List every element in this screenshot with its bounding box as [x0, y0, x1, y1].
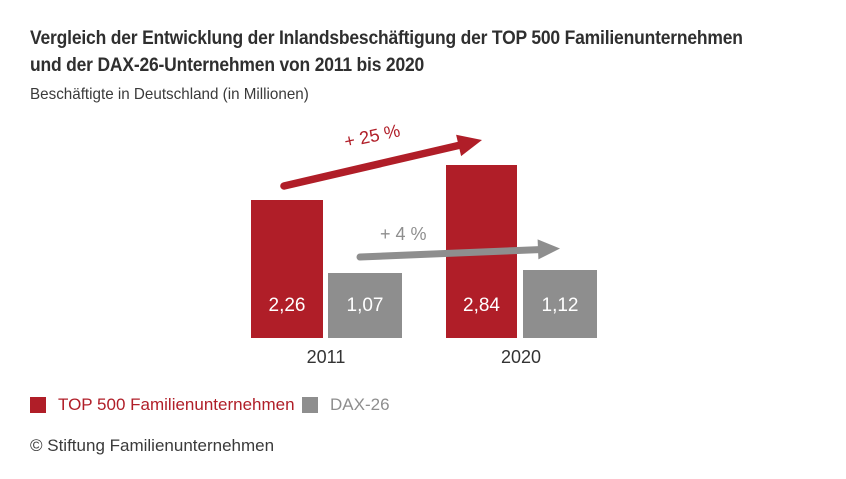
bar-dax26-2020: 1,12 [523, 269, 597, 338]
legend-item-top500: TOP 500 Familienunternehmen [30, 395, 295, 414]
growth-label-top500: + 25 % [342, 120, 402, 152]
legend-swatch-dax26-icon [302, 397, 318, 413]
legend-label-top500: TOP 500 Familienunternehmen [58, 395, 295, 414]
bar-top500-2011: 2,26 [251, 200, 323, 338]
bar-top500-2020: 2,84 [446, 164, 517, 338]
bar-value-label: 1,07 [346, 295, 384, 316]
title-line-1: Vergleich der Entwicklung der Inlandsbes… [30, 28, 743, 49]
axis-label-2011: 2011 [306, 347, 346, 367]
axis-label-2020: 2020 [500, 347, 542, 367]
bar-value-label: 1,12 [541, 295, 579, 316]
chart-subtitle: Beschäftigte in Deutschland (in Millione… [30, 86, 309, 103]
title-line-2: und der DAX-26-Unternehmen von 2011 bis … [30, 55, 425, 76]
legend-label-dax26: DAX-26 [330, 395, 390, 414]
growth-label-dax26: + 4 % [380, 224, 427, 244]
bar-value-label: 2,84 [463, 295, 500, 316]
copyright-text: © Stiftung Familienunternehmen [30, 436, 275, 455]
bar-dax26-2011: 1,07 [328, 272, 402, 338]
legend-item-dax26: DAX-26 [302, 395, 390, 414]
legend-swatch-top500-icon [30, 397, 46, 413]
page-title: Vergleich der Entwicklung der Inlandsbes… [30, 25, 743, 79]
bar-value-label: 2,26 [268, 295, 306, 316]
